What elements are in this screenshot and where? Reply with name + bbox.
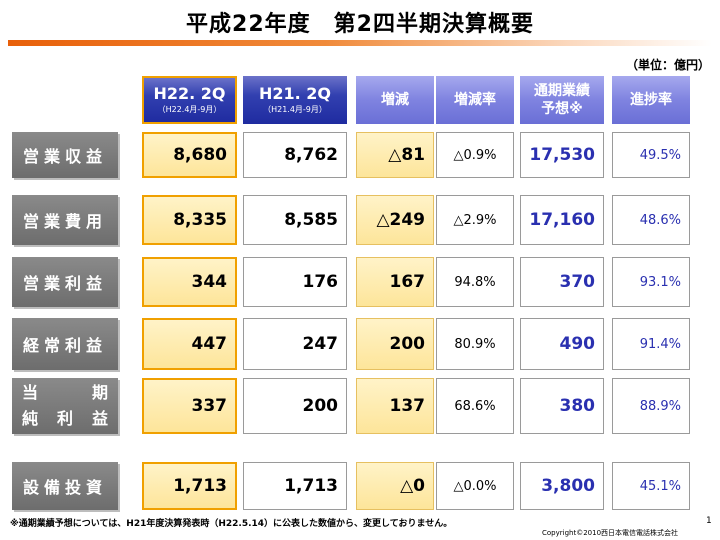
row-label-operating-expense: 営業費用 [12, 195, 118, 245]
cell-forecast: 380 [520, 378, 604, 434]
copyright: Copyright©2010西日本電信電話株式会社 [542, 529, 679, 537]
cell-progress: 91.4% [612, 318, 690, 370]
cell-h21: 1,713 [243, 462, 347, 510]
header-forecast: 通期業績 予想※ [520, 76, 604, 124]
cell-change: 137 [356, 378, 434, 434]
cell-change: 167 [356, 257, 434, 307]
header-h21-2q: H21. 2Q （H21.4月-9月） [243, 76, 347, 124]
cell-h22: 344 [142, 257, 237, 307]
unit-label: （単位：億円） [625, 58, 710, 72]
title-underline [8, 40, 712, 46]
cell-rate: 80.9% [436, 318, 514, 370]
cell-h21: 200 [243, 378, 347, 434]
header-h22-2q: H22. 2Q （H22.4月-9月） [142, 76, 237, 124]
cell-rate: 68.6% [436, 378, 514, 434]
cell-progress: 93.1% [612, 257, 690, 307]
cell-forecast: 490 [520, 318, 604, 370]
cell-h22: 447 [142, 318, 237, 370]
cell-rate: 94.8% [436, 257, 514, 307]
header-change: 増減 [356, 76, 434, 124]
cell-change: 200 [356, 318, 434, 370]
cell-forecast: 370 [520, 257, 604, 307]
header-h22-sub: （H22.4月-9月） [157, 105, 222, 114]
header-h22-main: H22. 2Q [153, 84, 226, 103]
cell-change: △81 [356, 132, 434, 178]
cell-forecast: 17,530 [520, 132, 604, 178]
cell-change: △0 [356, 462, 434, 510]
row-label-operating-revenue: 営業収益 [12, 132, 118, 178]
cell-change: △249 [356, 195, 434, 245]
cell-h22: 337 [142, 378, 237, 434]
row-label-net-income: 当 期 純 利 益 [12, 378, 118, 434]
row-label-capex: 設備投資 [12, 462, 118, 510]
cell-h22: 1,713 [142, 462, 237, 510]
cell-progress: 45.1% [612, 462, 690, 510]
cell-rate: △2.9% [436, 195, 514, 245]
cell-h21: 8,585 [243, 195, 347, 245]
cell-rate: △0.9% [436, 132, 514, 178]
cell-forecast: 17,160 [520, 195, 604, 245]
row-label-operating-income: 営業利益 [12, 257, 118, 307]
page-title: 平成22年度 第2四半期決算概要 [186, 12, 534, 37]
cell-progress: 88.9% [612, 378, 690, 434]
header-change-rate: 増減率 [436, 76, 514, 124]
cell-h22: 8,335 [142, 195, 237, 245]
cell-h21: 8,762 [243, 132, 347, 178]
cell-progress: 49.5% [612, 132, 690, 178]
header-progress: 進捗率 [612, 76, 690, 124]
net-income-line2: 純 利 益 [22, 409, 108, 428]
page-number: 1 [706, 516, 712, 526]
header-h21-main: H21. 2Q [258, 84, 332, 103]
footnote: ※通期業績予想については、H21年度決算発表時（H22.5.14）に公表した数値… [10, 519, 453, 529]
cell-rate: △0.0% [436, 462, 514, 510]
cell-progress: 48.6% [612, 195, 690, 245]
cell-forecast: 3,800 [520, 462, 604, 510]
row-label-ordinary-income: 経常利益 [12, 318, 118, 370]
header-h21-sub: （H21.4月-9月） [263, 105, 327, 114]
cell-h21: 247 [243, 318, 347, 370]
cell-h22: 8,680 [142, 132, 237, 178]
net-income-line1: 当 期 [22, 383, 108, 402]
cell-h21: 176 [243, 257, 347, 307]
